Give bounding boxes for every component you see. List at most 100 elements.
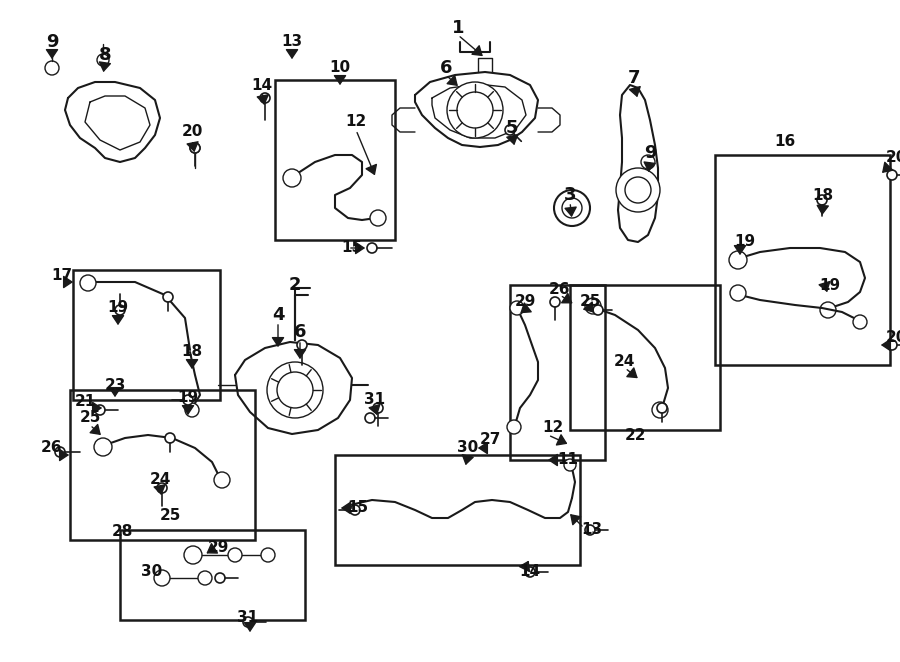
Text: 2: 2 xyxy=(289,276,302,294)
Circle shape xyxy=(94,438,112,456)
Text: 6: 6 xyxy=(440,59,452,77)
Text: 12: 12 xyxy=(543,420,563,436)
Circle shape xyxy=(457,92,493,128)
Text: 11: 11 xyxy=(557,453,579,467)
Text: 3: 3 xyxy=(563,186,576,204)
Circle shape xyxy=(260,93,270,103)
Circle shape xyxy=(564,459,576,471)
Circle shape xyxy=(367,243,377,253)
Text: 30: 30 xyxy=(457,440,479,455)
Circle shape xyxy=(95,405,105,415)
Circle shape xyxy=(190,143,200,153)
Text: 25: 25 xyxy=(79,410,101,426)
Circle shape xyxy=(261,548,275,562)
Circle shape xyxy=(585,298,601,314)
Circle shape xyxy=(243,617,253,627)
Circle shape xyxy=(887,340,897,350)
Circle shape xyxy=(657,403,667,413)
Circle shape xyxy=(510,301,524,315)
Text: 19: 19 xyxy=(819,277,841,293)
Circle shape xyxy=(165,433,175,443)
Text: 19: 19 xyxy=(107,301,129,316)
Text: 15: 15 xyxy=(341,240,363,256)
Circle shape xyxy=(593,305,603,315)
Text: 18: 18 xyxy=(813,187,833,203)
Circle shape xyxy=(214,472,230,488)
Circle shape xyxy=(585,525,595,535)
Text: 9: 9 xyxy=(46,33,58,51)
Text: 15: 15 xyxy=(347,500,369,516)
Circle shape xyxy=(283,169,301,187)
Bar xyxy=(275,80,395,240)
Circle shape xyxy=(215,573,225,583)
Circle shape xyxy=(447,82,503,138)
Text: 9: 9 xyxy=(644,144,656,162)
Circle shape xyxy=(80,275,96,291)
Text: 29: 29 xyxy=(207,540,229,555)
Circle shape xyxy=(625,177,651,203)
Circle shape xyxy=(373,403,383,413)
Circle shape xyxy=(554,190,590,226)
Circle shape xyxy=(652,402,668,418)
Circle shape xyxy=(277,372,313,408)
Circle shape xyxy=(817,195,827,205)
Text: 5: 5 xyxy=(506,119,518,137)
Circle shape xyxy=(184,546,202,564)
Circle shape xyxy=(350,505,360,515)
Text: 25: 25 xyxy=(159,508,181,522)
Text: 19: 19 xyxy=(177,391,199,406)
Circle shape xyxy=(163,292,173,302)
Bar xyxy=(570,285,720,430)
Bar xyxy=(715,155,890,365)
Bar xyxy=(510,285,605,460)
Text: 20: 20 xyxy=(886,330,900,346)
Text: 20: 20 xyxy=(181,124,202,140)
Text: 14: 14 xyxy=(519,565,541,579)
Text: 24: 24 xyxy=(149,473,171,487)
Circle shape xyxy=(820,302,836,318)
Text: 30: 30 xyxy=(141,565,163,579)
Circle shape xyxy=(887,170,897,180)
Text: 8: 8 xyxy=(99,46,112,64)
Text: 26: 26 xyxy=(549,283,571,297)
Text: 26: 26 xyxy=(41,440,63,455)
Circle shape xyxy=(616,168,660,212)
Circle shape xyxy=(55,447,65,457)
Circle shape xyxy=(525,567,535,577)
Circle shape xyxy=(45,61,59,75)
Circle shape xyxy=(365,413,375,423)
Circle shape xyxy=(198,571,212,585)
Text: 31: 31 xyxy=(364,393,385,408)
Text: 12: 12 xyxy=(346,115,366,130)
Circle shape xyxy=(550,297,560,307)
Text: 25: 25 xyxy=(580,295,600,310)
Text: 23: 23 xyxy=(104,377,126,393)
Text: 17: 17 xyxy=(51,267,73,283)
Text: 13: 13 xyxy=(282,34,302,50)
Text: 22: 22 xyxy=(625,428,646,442)
Text: 13: 13 xyxy=(581,522,603,538)
Circle shape xyxy=(507,420,521,434)
Text: 19: 19 xyxy=(734,234,756,250)
Text: 16: 16 xyxy=(774,134,796,150)
Circle shape xyxy=(641,155,655,169)
Text: 10: 10 xyxy=(329,60,351,75)
Circle shape xyxy=(267,362,323,418)
Text: 21: 21 xyxy=(75,395,95,410)
Circle shape xyxy=(228,548,242,562)
Text: 7: 7 xyxy=(628,69,640,87)
Text: 31: 31 xyxy=(238,610,258,626)
Circle shape xyxy=(157,483,167,493)
Circle shape xyxy=(190,143,200,153)
Text: 24: 24 xyxy=(613,354,634,369)
Bar xyxy=(70,390,255,540)
Text: 28: 28 xyxy=(112,524,132,540)
Text: 27: 27 xyxy=(480,432,500,448)
Circle shape xyxy=(115,305,125,315)
Circle shape xyxy=(185,403,199,417)
Text: 6: 6 xyxy=(293,323,306,341)
Circle shape xyxy=(183,395,193,405)
Circle shape xyxy=(505,125,515,135)
Bar xyxy=(335,455,580,565)
Text: 1: 1 xyxy=(452,19,464,37)
